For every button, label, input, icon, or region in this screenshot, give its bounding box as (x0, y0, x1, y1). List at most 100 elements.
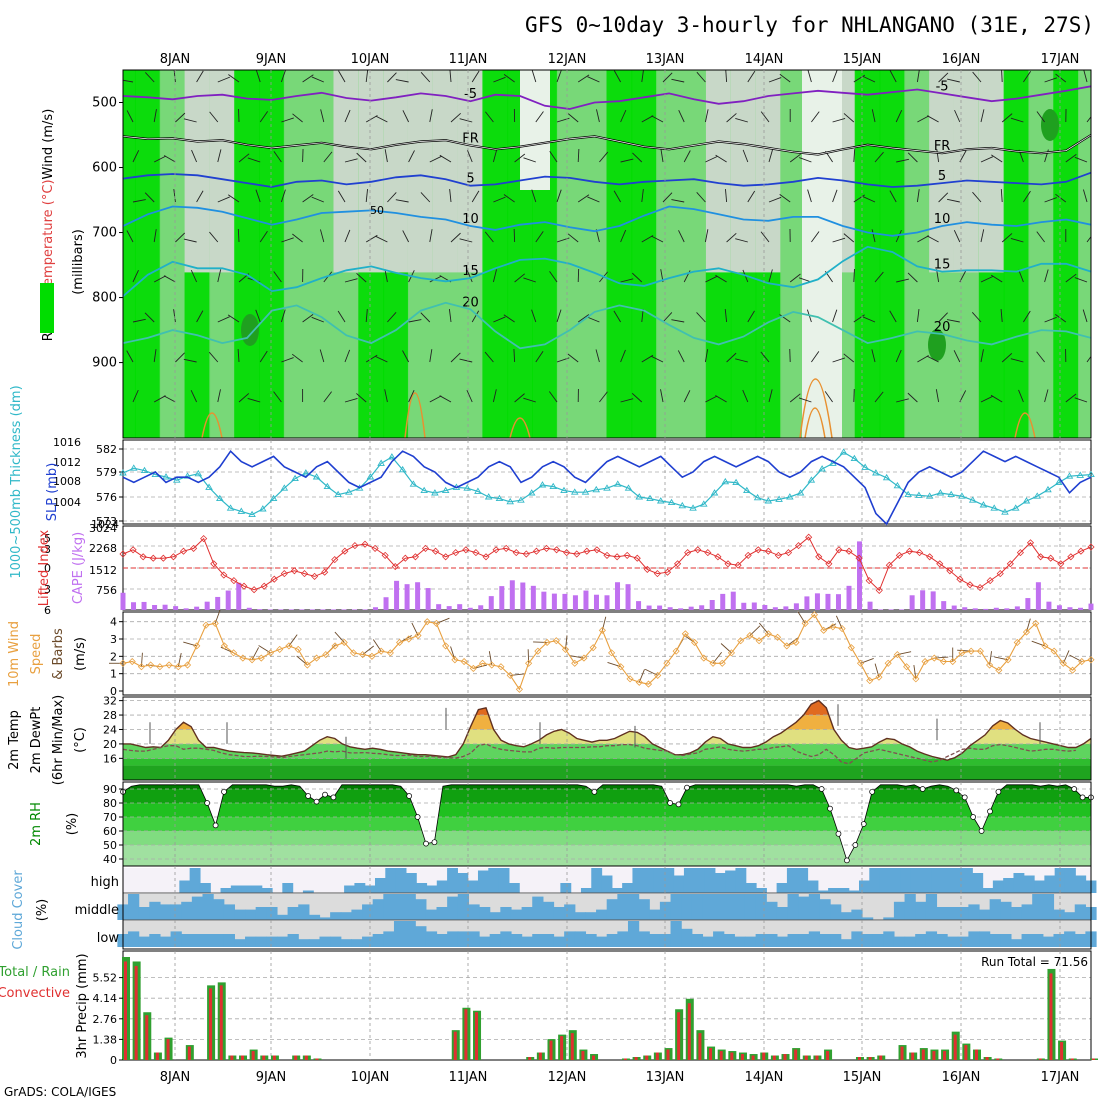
cape-bar (330, 609, 336, 610)
wind-barb (1036, 351, 1045, 363)
y-tick-label: 0 (110, 685, 117, 698)
cape-bar (972, 608, 978, 610)
cloud-cover-bar (606, 934, 618, 947)
lifted-index-point (926, 553, 934, 561)
isotherm-label: FR (462, 131, 479, 146)
wind-barb (302, 194, 314, 203)
cloud-cover-bar (830, 904, 842, 920)
temp-above-mask (123, 697, 1091, 761)
cloud-cover-bar (385, 868, 397, 893)
wind-barb (896, 158, 910, 163)
cape-bar (425, 588, 431, 610)
wind-barb (1000, 309, 1003, 323)
wind-barb (726, 232, 737, 243)
cloud-cover-bar (649, 909, 661, 920)
rh-dry-core (802, 70, 842, 438)
lifted-index-point (361, 540, 369, 548)
rh-column (631, 70, 658, 438)
wind-barb (173, 189, 176, 203)
precip-convective-bar (943, 1051, 947, 1060)
wind-barb (323, 151, 333, 163)
wind-barb (429, 229, 433, 243)
wind-barb (641, 115, 654, 123)
wind-barb (1001, 113, 1013, 123)
cloud-layer-label: middle (75, 903, 119, 918)
thickness-point (656, 497, 665, 504)
wind-barb (471, 190, 480, 203)
cape-bar (1004, 608, 1010, 610)
precip-convective-bar (475, 1012, 479, 1060)
wind-speed-point (773, 633, 782, 641)
wind-speed-point (1078, 657, 1086, 666)
cloud-cover-bar (838, 888, 850, 893)
lifted-index-point (139, 553, 147, 561)
cloud-cover-bar (532, 934, 544, 947)
rh2m-point (423, 840, 429, 847)
date-tick-label: 13JAN (646, 52, 685, 67)
wind-barb (972, 191, 982, 203)
precip-convective-bar (698, 1033, 702, 1060)
thickness-point (226, 504, 235, 511)
temp-axis-label-c: (6hr Min/Max) (51, 695, 66, 785)
lifted-index-point (976, 584, 984, 592)
wind-barb (705, 156, 718, 163)
cloud-cover-bar (213, 899, 225, 920)
wind-barb (991, 154, 1003, 163)
wind-barb (535, 231, 544, 243)
wind-barb (163, 155, 176, 163)
wind-barb (678, 230, 685, 243)
cloud-cover-bar (744, 936, 757, 947)
cloud-cover-bar (1010, 907, 1023, 920)
wind-barb (439, 395, 452, 403)
isotherm-label: 20 (462, 295, 479, 310)
rh-column (134, 70, 161, 438)
date-tick-label: 16JAN (942, 52, 981, 67)
cape-tick-label: 3024 (89, 522, 117, 535)
lifted-index-point (169, 553, 177, 561)
wind-barb (779, 193, 791, 203)
rh-column (656, 70, 682, 438)
wind-barb (531, 189, 537, 203)
cloud-cover-bar (1042, 936, 1055, 947)
cloud-cover-bar (261, 888, 273, 893)
warm-isotherm (509, 417, 531, 438)
wind-barb (514, 153, 526, 163)
wind-speed-point (460, 657, 468, 666)
cloud-cover-bar (808, 894, 821, 920)
wind-speed-point (423, 618, 431, 626)
isotherm-line (123, 301, 1091, 350)
bottom-date-axis: 8JAN 9JAN 10JAN 11JAN 12JAN 13JAN 14JAN 15JAN 16… (160, 1070, 1080, 1085)
cloud-cover-bar (393, 894, 406, 920)
lifted-index-point (784, 549, 793, 557)
wind-speed-point (783, 642, 791, 650)
cloud-cover-bar (362, 936, 374, 947)
lifted-index-point (744, 551, 752, 559)
wind-speed-point (1059, 659, 1067, 667)
date-tick-label: 9JAN (256, 1070, 287, 1085)
wind-barb (742, 389, 749, 403)
wind-barb (365, 234, 378, 243)
wind-barb (238, 393, 250, 403)
wind-barb (439, 154, 452, 163)
cloud-cover-bar (170, 931, 182, 947)
cloud-cover-bar (340, 912, 353, 920)
wind-speed-point (147, 661, 155, 669)
thickness-point (968, 496, 977, 503)
cape-bar (1067, 607, 1073, 610)
wind-speed-point (718, 659, 726, 667)
precip-convective-bar (453, 1031, 457, 1060)
cloud-cover-bar (251, 885, 263, 893)
wind-barb (1000, 189, 1003, 203)
cloud-cover-bar (425, 909, 438, 920)
y-tick-label: 60 (103, 825, 117, 838)
cloud-cover-bar (585, 934, 597, 947)
cloud-cover-bar (713, 931, 725, 947)
wind-barb (466, 149, 473, 163)
y-tick-label: 28 (103, 709, 117, 722)
wind-speed-point (866, 677, 874, 685)
wind-barb (843, 233, 855, 243)
wind-barb (375, 235, 388, 243)
wind-barb (384, 389, 388, 403)
wind-barb (917, 115, 930, 123)
wind-barb (1055, 193, 1067, 203)
